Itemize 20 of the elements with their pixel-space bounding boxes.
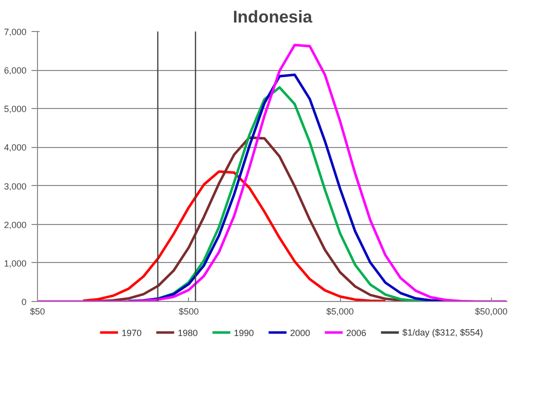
y-tick-label: 2,000 [4, 220, 27, 230]
legend-label: 1980 [178, 328, 198, 338]
y-tick-label: 0 [21, 297, 27, 307]
legend-label: 2000 [290, 328, 310, 338]
y-tick-label: 5,000 [4, 104, 27, 114]
legend-label: $1/day ($312, $554) [402, 328, 483, 338]
y-tick-label: 6,000 [4, 66, 27, 76]
chart-title: Indonesia [232, 8, 313, 26]
y-tick-label: 3,000 [4, 181, 27, 192]
x-tick-label: $5,000 [326, 306, 354, 316]
legend-label: 1970 [122, 328, 142, 338]
y-tick-label: 4,000 [4, 142, 27, 153]
y-tick-label: 7,000 [4, 27, 27, 37]
legend-label: 2006 [346, 328, 366, 338]
x-tick-label: $50 [30, 306, 46, 316]
x-tick-label: $50,000 [475, 306, 508, 316]
y-tick-label: 1,000 [4, 258, 27, 268]
x-tick-label: $500 [178, 306, 199, 316]
line-series [82, 170, 387, 302]
legend-label: 1990 [234, 328, 254, 338]
